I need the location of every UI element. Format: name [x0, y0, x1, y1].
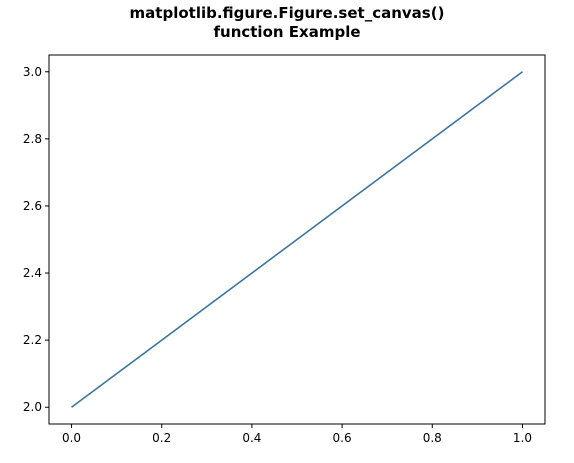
- x-tick-label: 0.2: [152, 431, 171, 445]
- y-tick-label: 2.6: [23, 199, 42, 213]
- x-tick-label: 0.6: [333, 431, 352, 445]
- y-tick-label: 2.4: [23, 266, 42, 280]
- series-group: [71, 71, 523, 408]
- y-tick-label: 2.0: [23, 400, 42, 414]
- x-tick-label: 1.0: [513, 431, 532, 445]
- y-axis: 2.0 2.2 2.4 2.6 2.8 3.0: [23, 65, 49, 414]
- y-tick-label: 2.8: [23, 132, 42, 146]
- y-tick-label: 3.0: [23, 65, 42, 79]
- chart-title: matplotlib.figure.Figure.set_canvas() fu…: [0, 4, 574, 42]
- x-tick-label: 0.8: [423, 431, 442, 445]
- plot-area-frame: [48, 54, 546, 425]
- chart-title-line-1: matplotlib.figure.Figure.set_canvas(): [129, 4, 445, 22]
- y-tick-label: 2.2: [23, 333, 42, 347]
- series-line-0: [71, 71, 523, 408]
- x-axis: 0.0 0.2 0.4 0.6 0.8 1.0: [62, 424, 532, 445]
- x-tick-label: 0.4: [242, 431, 261, 445]
- chart-title-line-2: function Example: [213, 23, 361, 41]
- x-tick-label: 0.0: [62, 431, 81, 445]
